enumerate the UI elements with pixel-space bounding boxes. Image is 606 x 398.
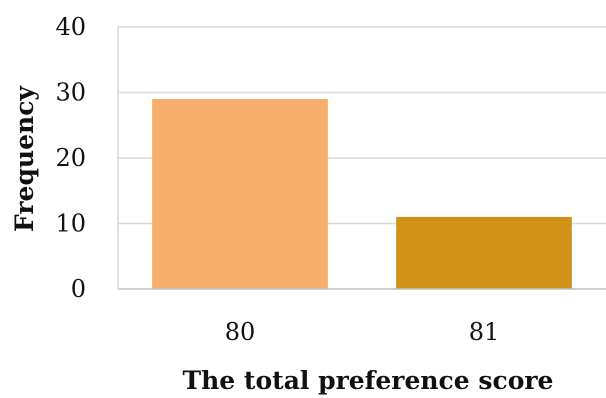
y-axis-title: Frequency (10, 85, 39, 232)
y-tick-label: 0 (71, 275, 86, 303)
axes (117, 27, 606, 290)
x-axis-title: The total preference score (183, 366, 554, 395)
x-tick-label: 81 (469, 318, 500, 346)
y-tick-label: 30 (55, 79, 86, 107)
y-tick-label: 20 (55, 144, 86, 172)
bar-80 (152, 99, 328, 289)
y-tick-label: 10 (55, 210, 86, 238)
bars (152, 99, 572, 289)
x-tick-label: 80 (225, 318, 256, 346)
y-tick-labels: 0 10 20 30 40 (55, 13, 86, 303)
x-tick-labels: 80 81 (225, 318, 500, 346)
bar-81 (396, 216, 572, 289)
y-tick-label: 40 (55, 13, 86, 41)
